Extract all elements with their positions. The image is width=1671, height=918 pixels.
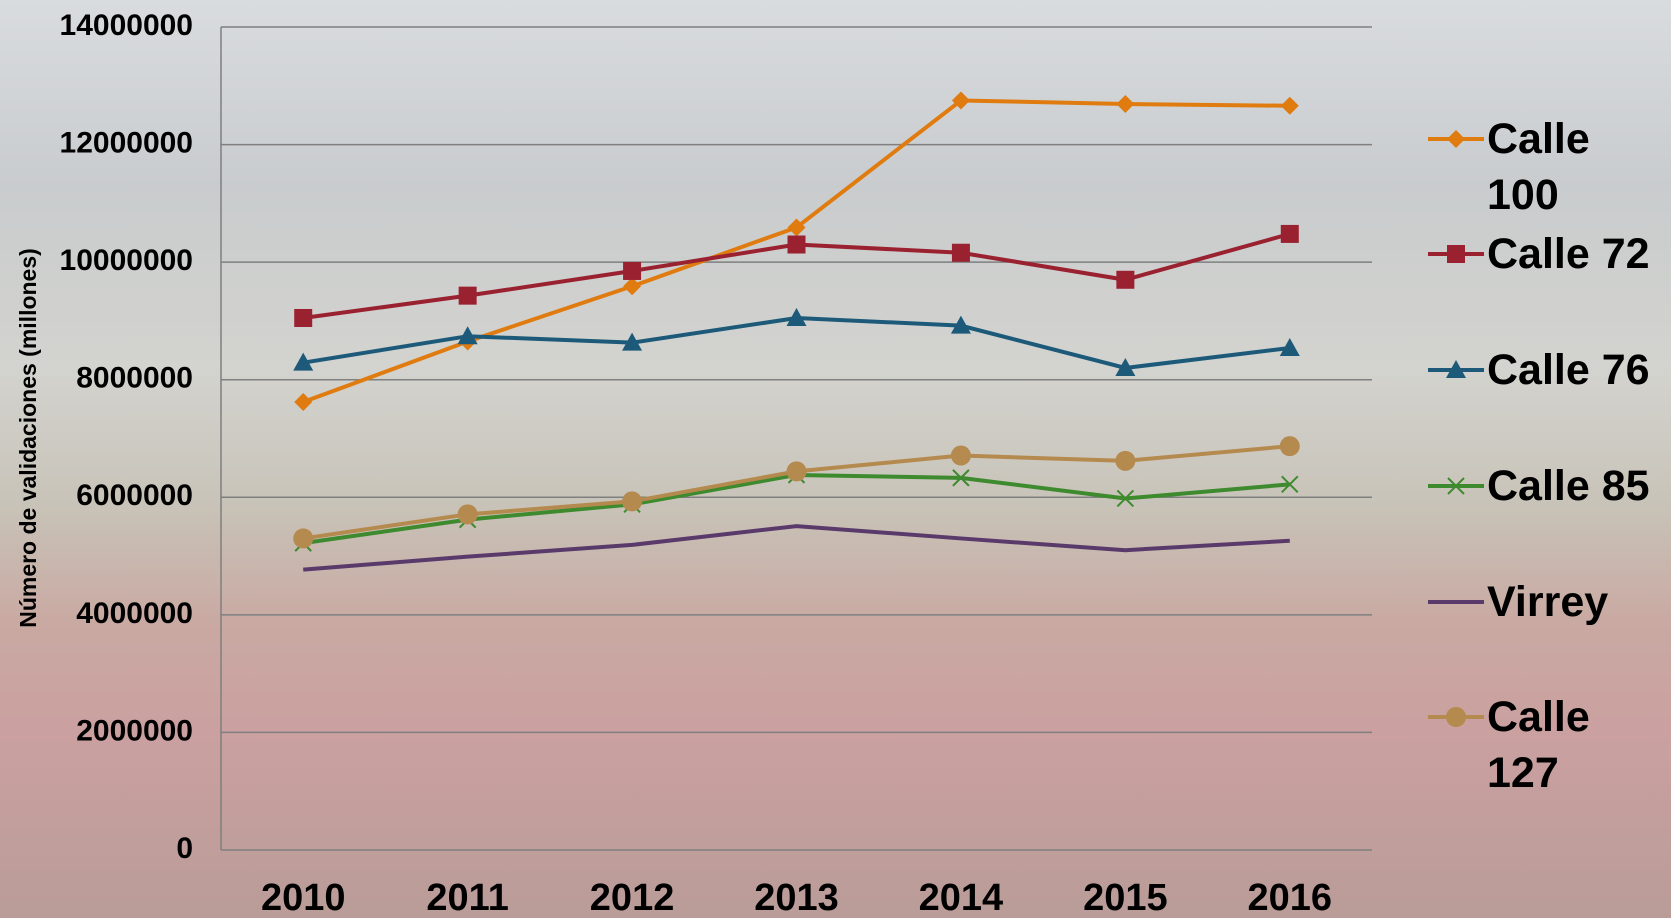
marker <box>294 393 312 411</box>
marker <box>1447 130 1465 148</box>
legend-label: Calle 100 <box>1487 111 1667 223</box>
y-tick-label: 4000000 <box>76 597 193 630</box>
legend-label: Virrey <box>1487 574 1667 630</box>
y-tick-label: 8000000 <box>76 362 193 395</box>
legend-label: Calle 127 <box>1487 689 1667 801</box>
marker <box>293 528 313 548</box>
series <box>303 526 1290 570</box>
marker <box>622 491 642 511</box>
y-axis-title: Número de validaciones (millones) <box>15 248 41 628</box>
marker <box>294 309 312 327</box>
y-tick-label: 2000000 <box>76 714 193 747</box>
y-tick-label: 12000000 <box>60 126 193 159</box>
x-tick-label: 2012 <box>590 877 675 918</box>
legend-label: Calle 72 <box>1487 226 1667 282</box>
marker <box>1281 225 1299 243</box>
marker <box>1116 95 1134 113</box>
series-line <box>303 475 1290 543</box>
y-tick-label: 10000000 <box>60 244 193 277</box>
series <box>293 436 1300 548</box>
marker <box>1446 707 1466 727</box>
marker <box>458 504 478 524</box>
x-tick-label: 2013 <box>754 877 839 918</box>
legend-label: Calle 85 <box>1487 458 1667 514</box>
y-tick-label: 14000000 <box>60 9 193 42</box>
marker <box>952 244 970 262</box>
marker <box>788 236 806 254</box>
y-tick-label: 0 <box>176 832 193 865</box>
x-tick-label: 2011 <box>426 877 508 918</box>
marker <box>1447 245 1465 263</box>
x-tick-label: 2014 <box>919 877 1004 918</box>
legend-label: Calle 76 <box>1487 342 1667 398</box>
marker <box>1115 451 1135 471</box>
chart: Número de validaciones (millones) 0 20000… <box>0 0 1671 918</box>
marker <box>459 287 477 305</box>
marker <box>951 446 971 466</box>
x-tick-label: 2016 <box>1248 877 1333 918</box>
chart-svg: Número de validaciones (millones) 0 20000… <box>0 0 1671 918</box>
series <box>293 308 1300 376</box>
y-tick-label: 6000000 <box>76 479 193 512</box>
marker <box>1116 271 1134 289</box>
series-line <box>303 526 1290 570</box>
x-tick-label: 2015 <box>1083 877 1168 918</box>
marker <box>623 262 641 280</box>
x-tick-label: 2010 <box>261 877 346 918</box>
marker <box>1281 97 1299 115</box>
marker <box>1280 436 1300 456</box>
marker <box>787 461 807 481</box>
